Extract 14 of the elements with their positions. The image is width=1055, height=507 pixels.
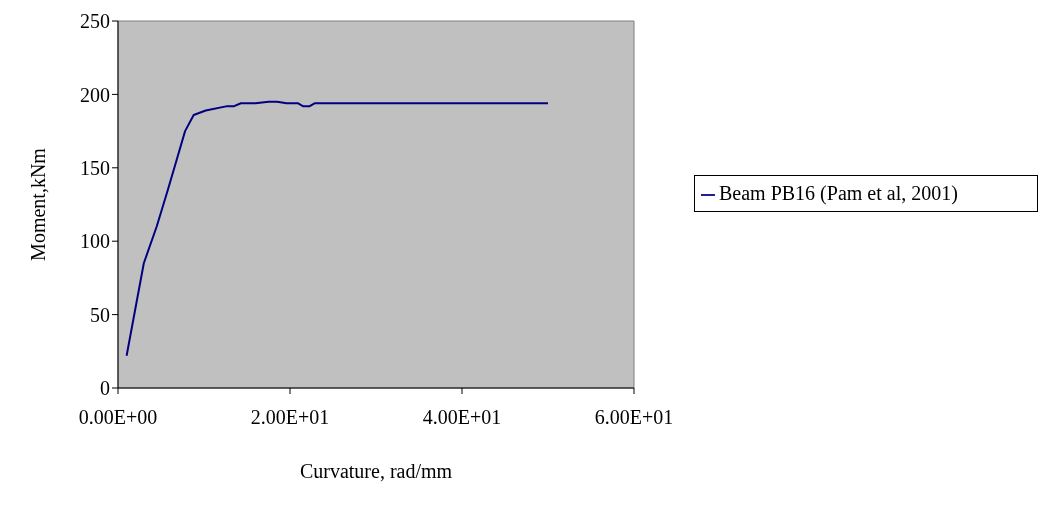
x-tick-label: 2.00E+01 — [250, 406, 330, 429]
y-tick-label: 250 — [80, 10, 110, 33]
y-axis-title: Moment,kNm — [27, 147, 50, 261]
y-tick-label: 100 — [80, 230, 110, 253]
legend-label: Beam PB16 (Pam et al, 2001) — [719, 181, 958, 204]
y-tick-label: 50 — [90, 303, 110, 326]
x-tick-label: 4.00E+01 — [422, 406, 502, 429]
x-tick-label: 0.00E+00 — [78, 406, 158, 429]
line-series — [125, 100, 549, 357]
y-tick-label: 200 — [80, 83, 110, 106]
x-tick-label: 6.00E+01 — [594, 406, 674, 429]
y-tick-label: 0 — [100, 377, 110, 400]
y-tick-label: 150 — [80, 156, 110, 179]
x-axis-title: Curvature, rad/mm — [299, 460, 453, 482]
